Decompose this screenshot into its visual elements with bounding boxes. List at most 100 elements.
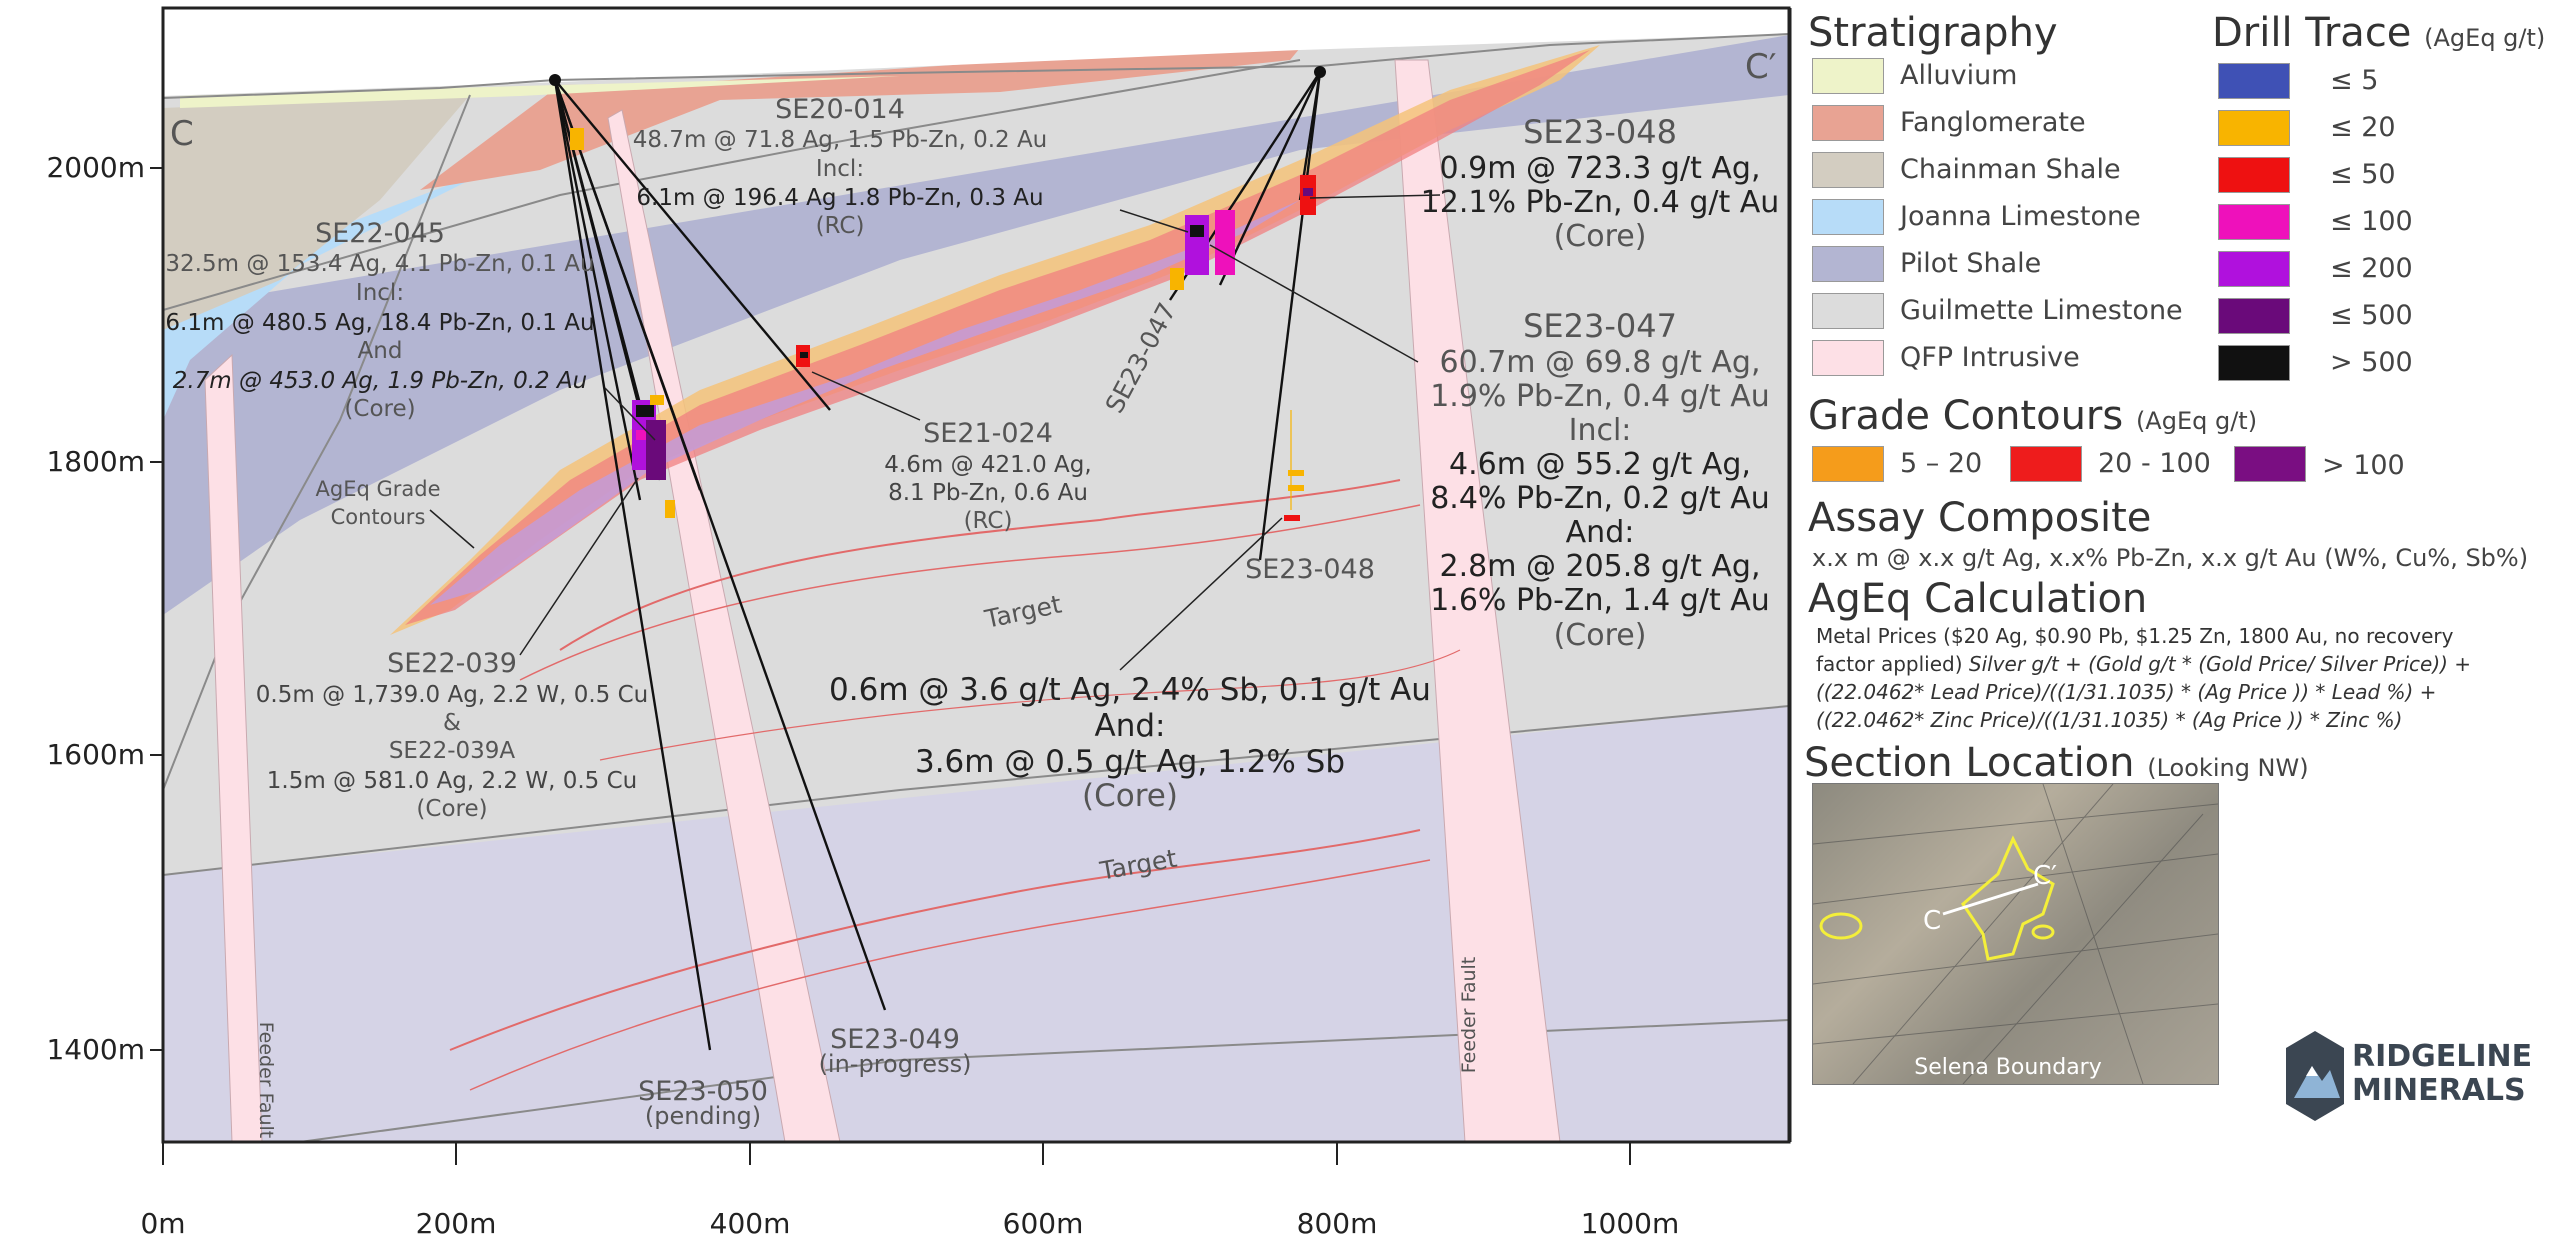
y-tick-label: 1600m xyxy=(46,738,145,771)
drill-label: ≤ 200 xyxy=(2330,253,2413,284)
hole-name-se23-050: SE23-050 xyxy=(638,1076,768,1107)
qfp-intrusive-center xyxy=(607,109,841,1142)
assay-line: & xyxy=(443,710,461,736)
x-tick-label: 200m xyxy=(416,1207,497,1238)
assay-line: 32.5m @ 153.4 Ag, 4.1 Pb-Zn, 0.1 Au xyxy=(165,251,594,277)
grade-contour-over-100 xyxy=(430,200,1300,605)
ageq-line: ((22.0462* Zinc Price)/((1/31.1035) * (A… xyxy=(1816,706,2560,734)
callout-se20-014: SE20-014 48.7m @ 71.8 Ag, 1.5 Pb-Zn, 0.2… xyxy=(633,94,1048,239)
collar-right xyxy=(1314,66,1326,78)
drill-trace-se23-048 xyxy=(1258,71,1322,561)
grade-contour-20-100 xyxy=(405,50,1590,625)
unit-pilot-shale-lower xyxy=(163,706,1789,1142)
assay-line: 8.4% Pb-Zn, 0.2 g/t Au xyxy=(1430,481,1770,516)
hole-name: SE23-048 xyxy=(1523,113,1677,151)
qfp-intrusive-left xyxy=(204,353,263,1142)
drill-label: ≤ 20 xyxy=(2330,112,2396,143)
hole-name: SE22-039 xyxy=(387,648,517,679)
assay-line: 1.5m @ 581.0 Ag, 2.2 W, 0.5 Cu xyxy=(267,768,638,794)
drill-label: ≤ 500 xyxy=(2330,300,2413,331)
target-line-upper-b xyxy=(519,504,1421,681)
target-line-lower xyxy=(449,829,1421,1051)
hole-name: SE20-014 xyxy=(775,94,905,125)
contour-label: 20 - 100 xyxy=(2098,448,2211,479)
assay-line: 12.1% Pb-Zn, 0.4 g/t Au xyxy=(1421,185,1780,220)
ageq-line: ((22.0462* Lead Price)/((1/31.1035) * (A… xyxy=(1816,678,2560,706)
stratigraphy-label: Pilot Shale xyxy=(1900,248,2042,279)
y-tick-label: 1800m xyxy=(46,445,145,478)
ageq-line-part: factor applied) xyxy=(1816,652,1969,676)
drill-swatch xyxy=(2218,204,2290,240)
stratigraphy-label: Chainman Shale xyxy=(1900,154,2121,185)
ageq-formula: Metal Prices ($20 Ag, $0.90 Pb, $1.25 Zn… xyxy=(1816,622,2560,734)
stratigraphy-swatch xyxy=(1812,105,1884,141)
x-tick-label: 400m xyxy=(710,1207,791,1238)
drill-trace-se22-039a xyxy=(553,79,642,501)
stratigraphy-swatch xyxy=(1812,293,1884,329)
section-end-right: C′ xyxy=(1745,47,1776,87)
contours-annotation: Contours xyxy=(331,505,426,529)
assay-line: And xyxy=(358,338,403,364)
assay-line: And: xyxy=(1566,515,1635,550)
assay-line: 3.6m @ 0.5 g/t Ag, 1.2% Sb xyxy=(915,744,1345,780)
drill-trace-se23-047-b xyxy=(1218,71,1322,286)
assay-line: 0.5m @ 1,739.0 Ag, 2.2 W, 0.5 Cu xyxy=(256,682,648,708)
unit-pilot-shale-upper xyxy=(163,35,1789,615)
feeder-fault-label: Feeder Fault xyxy=(255,1022,277,1138)
assay-line: (Core) xyxy=(416,796,487,822)
stratigraphy-label: Fanglomerate xyxy=(1900,107,2086,138)
target-line-lower-b xyxy=(469,859,1431,1091)
assay-line: 0.6m @ 3.6 g/t Ag, 2.4% Sb, 0.1 g/t Au xyxy=(829,672,1431,708)
stratigraphy-swatch xyxy=(1812,199,1884,235)
drill-swatch xyxy=(2218,157,2290,193)
logo-line: RIDGELINE xyxy=(2352,1039,2533,1074)
contour-swatch xyxy=(2010,446,2082,482)
hole-name: SE22-045 xyxy=(315,218,445,249)
y-tick-label: 1400m xyxy=(46,1033,145,1066)
ageq-line: Metal Prices ($20 Ag, $0.90 Pb, $1.25 Zn… xyxy=(1816,624,2454,648)
ageq-line-part: Silver g/t + (Gold g/t * (Gold Price/ Si… xyxy=(1968,652,2472,676)
hole-status-se23-049: (in-progress) xyxy=(819,1050,972,1078)
legend-panel: Stratigraphy Alluvium Fanglomerate Chain… xyxy=(1792,8,2552,1138)
contour-label: 5 – 20 xyxy=(1900,448,1983,479)
assay-line: (RC) xyxy=(816,213,865,239)
x-tick-label: 0m xyxy=(140,1207,185,1238)
assay-line: 2.8m @ 205.8 g/t Ag, xyxy=(1440,549,1761,584)
assay-line: 1.9% Pb-Zn, 0.4 g/t Au xyxy=(1430,379,1770,414)
cross-section-diagram: 2000m 1800m 1600m 1400m 0m 200m 400m 600… xyxy=(46,6,1792,1238)
assay-intervals xyxy=(570,128,1316,521)
assay-line: 0.9m @ 723.3 g/t Ag, xyxy=(1440,151,1761,186)
callout-se22-045: SE22-045 32.5m @ 153.4 Ag, 4.1 Pb-Zn, 0.… xyxy=(165,218,594,422)
assay-line: Incl: xyxy=(816,156,864,182)
x-tick-label: 800m xyxy=(1297,1207,1378,1238)
selena-boundary-outline xyxy=(1961,835,2055,961)
callout-arrows xyxy=(429,194,1441,671)
contour-swatch xyxy=(2234,446,2306,482)
unit-alluvium-strip xyxy=(180,76,900,108)
assay-line: 48.7m @ 71.8 Ag, 1.5 Pb-Zn, 0.2 Au xyxy=(633,127,1048,153)
assay-line: 4.6m @ 55.2 g/t Ag, xyxy=(1449,447,1751,482)
assay-line: 6.1m @ 196.4 Ag 1.8 Pb-Zn, 0.3 Au xyxy=(636,185,1043,211)
stratigraphy-swatch xyxy=(1812,340,1884,376)
boundary-ellipse xyxy=(2031,924,2055,940)
ageq-line-part: ((22.0462* Zinc Price)/((1/31.1035) * (A… xyxy=(1816,708,2403,732)
ageq-calculation-title: AgEq Calculation xyxy=(1808,576,2148,622)
unit-alluvium xyxy=(163,8,1789,96)
ridgeline-logo: RIDGELINE MINERALS xyxy=(2282,1026,2532,1126)
assay-line: 2.7m @ 453.0 Ag, 1.9 Pb-Zn, 0.2 Au xyxy=(173,368,588,394)
hole-name: SE23-047 xyxy=(1523,307,1677,345)
stratigraphy-label: Alluvium xyxy=(1900,60,2018,91)
assay-line: (RC) xyxy=(964,508,1013,534)
mountain-logo-icon xyxy=(2286,1031,2344,1121)
section-location-title: Section Location (Looking NW) xyxy=(1804,740,2309,786)
unit-chainman-shale xyxy=(163,95,470,330)
section-end-left: C xyxy=(170,114,194,154)
grade-contours-title-text: Grade Contours xyxy=(1808,393,2124,439)
callout-se23-047: SE23-047 60.7m @ 69.8 g/t Ag, 1.9% Pb-Zn… xyxy=(1430,307,1770,653)
callout-se23-048-upper: SE23-048 0.9m @ 723.3 g/t Ag, 12.1% Pb-Z… xyxy=(1421,113,1780,254)
hole-status-se23-050: (pending) xyxy=(645,1102,761,1130)
drill-label: ≤ 5 xyxy=(2330,65,2379,96)
stratigraphy-label: Guilmette Limestone xyxy=(1900,295,2183,326)
stratigraphy-swatch xyxy=(1812,152,1884,188)
assay-line: (Core) xyxy=(1082,778,1178,814)
